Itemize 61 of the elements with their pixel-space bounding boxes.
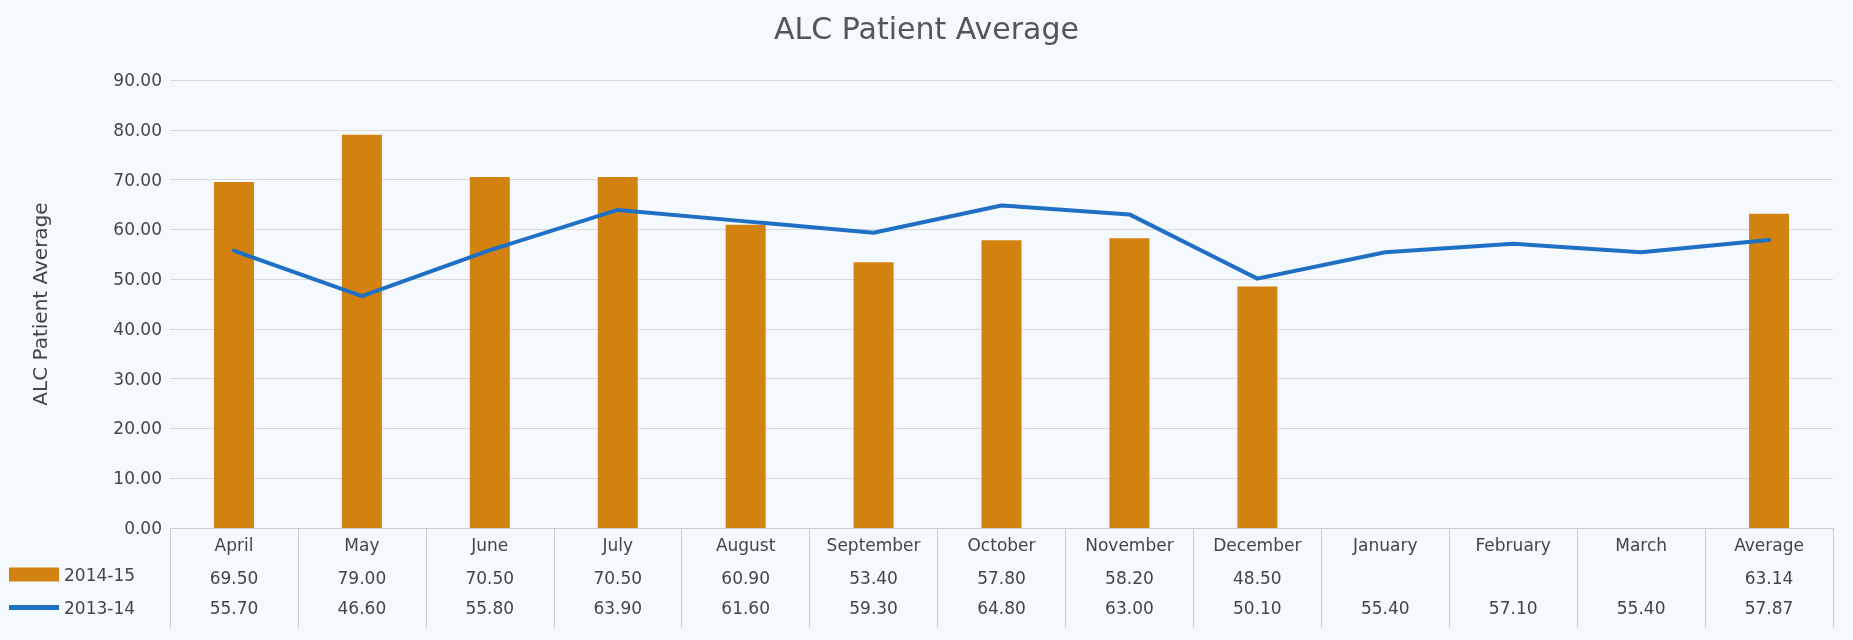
y-tick-label: 50.00	[113, 269, 162, 290]
bar	[981, 240, 1022, 528]
bar	[1237, 286, 1278, 528]
y-tick-label: 30.00	[113, 368, 162, 389]
x-tick-label: December	[1213, 534, 1302, 555]
data-label: 70.50	[593, 568, 643, 588]
data-label: 55.70	[209, 598, 259, 618]
line-series	[231, 203, 1772, 299]
bar	[341, 134, 382, 528]
data-label: 69.50	[209, 568, 259, 588]
x-tick-label: October	[967, 534, 1036, 555]
data-label: 59.30	[849, 598, 898, 618]
x-tick-label: February	[1475, 534, 1551, 555]
chart-title: ALC Patient Average	[774, 10, 1079, 46]
data-label: 64.80	[977, 598, 1026, 618]
y-tick-label: 60.00	[113, 219, 162, 240]
x-tick-label: July	[601, 534, 634, 555]
data-label: 70.50	[465, 568, 515, 588]
data-label: 57.80	[977, 568, 1026, 588]
data-label: 48.50	[1233, 568, 1282, 588]
x-tick-label: August	[715, 534, 776, 555]
bar	[1749, 213, 1790, 528]
data-label: 55.40	[1616, 598, 1666, 618]
x-tick-label: May	[344, 534, 380, 555]
bar	[469, 177, 510, 528]
legend-label: 2014-15	[64, 564, 136, 585]
bar	[597, 177, 638, 528]
x-tick-label: Average	[1734, 534, 1804, 555]
data-label: 63.00	[1105, 598, 1154, 618]
bar	[853, 262, 894, 528]
y-tick-label: 20.00	[113, 418, 162, 439]
data-label: 55.40	[1360, 598, 1410, 618]
data-label: 55.80	[465, 598, 515, 618]
x-tick-label: April	[214, 534, 254, 555]
data-label: 63.90	[593, 598, 643, 618]
data-label: 53.40	[849, 568, 898, 588]
bar	[725, 224, 766, 528]
y-tick-label: 70.00	[113, 169, 162, 190]
data-label: 46.60	[337, 598, 387, 618]
data-label: 60.90	[721, 568, 770, 588]
y-tick-label: 80.00	[113, 119, 162, 140]
data-label: 63.14	[1744, 568, 1794, 588]
data-label: 57.87	[1744, 598, 1794, 618]
data-label: 79.00	[337, 568, 387, 588]
x-tick-label: June	[470, 534, 509, 555]
data-label: 58.20	[1105, 568, 1154, 588]
y-tick-label: 0.00	[124, 518, 162, 538]
x-tick-label: March	[1615, 534, 1668, 555]
y-tick-label: 40.00	[113, 318, 162, 339]
data-label: 50.10	[1233, 598, 1282, 618]
y-axis-title: ALC Patient Average	[28, 202, 52, 406]
y-tick-label: 90.00	[113, 70, 162, 90]
x-tick-label: January	[1352, 534, 1418, 555]
bar	[1109, 238, 1150, 528]
y-tick-label: 10.00	[113, 468, 162, 489]
data-label: 61.60	[721, 598, 770, 618]
bar	[213, 182, 254, 528]
data-label: 57.10	[1488, 598, 1538, 618]
x-tick-label: September	[826, 534, 921, 555]
x-tick-label: November	[1085, 534, 1174, 555]
legend-label: 2013-14	[64, 597, 136, 618]
